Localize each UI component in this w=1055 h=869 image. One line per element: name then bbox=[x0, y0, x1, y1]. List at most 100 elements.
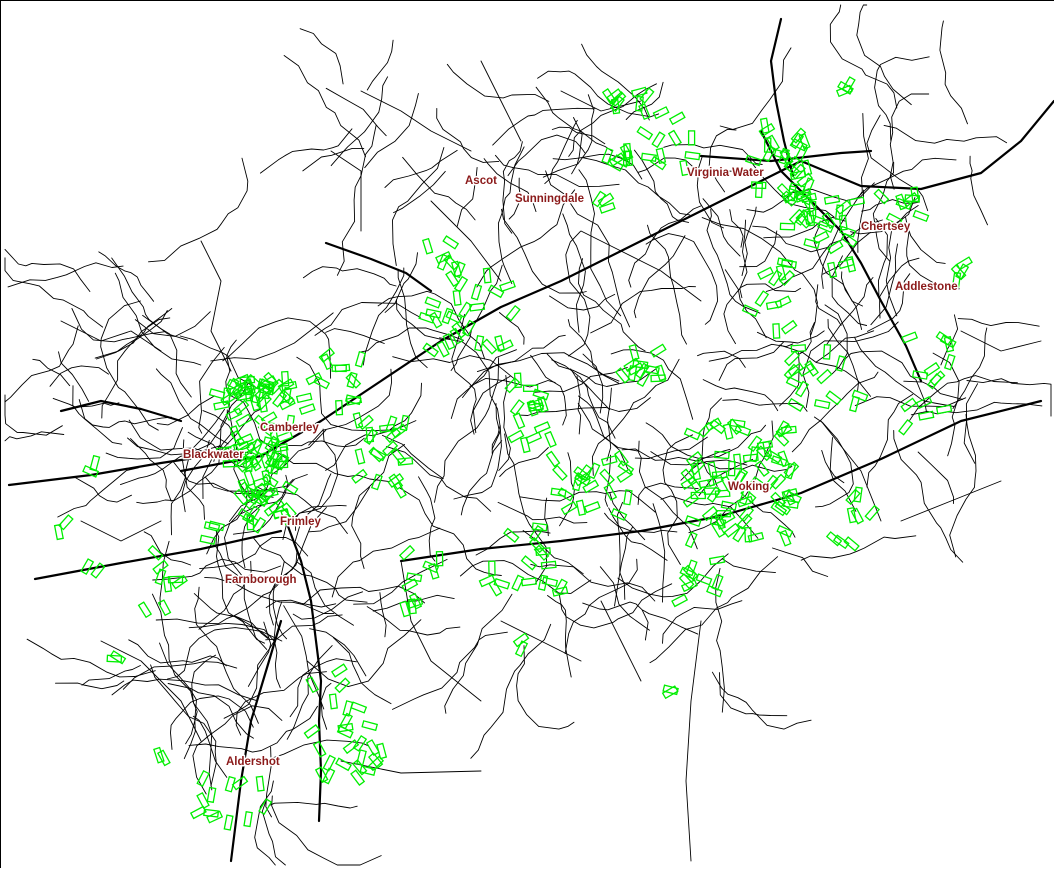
major-road bbox=[7, 455, 203, 487]
observation-marker bbox=[785, 376, 803, 390]
minor-road bbox=[718, 341, 785, 381]
minor-road bbox=[827, 318, 859, 392]
observation-marker bbox=[703, 487, 720, 495]
observation-marker bbox=[109, 650, 127, 665]
observation-marker bbox=[651, 131, 666, 149]
minor-road bbox=[360, 90, 472, 152]
minor-road bbox=[650, 451, 793, 472]
observation-marker bbox=[956, 256, 973, 271]
minor-road bbox=[4, 325, 79, 403]
observation-marker bbox=[926, 373, 943, 390]
observation-marker bbox=[461, 319, 476, 337]
observation-marker bbox=[239, 375, 256, 385]
observation-marker bbox=[407, 598, 417, 615]
minor-road bbox=[549, 293, 616, 311]
minor-road bbox=[265, 746, 272, 818]
major-road bbox=[33, 529, 283, 581]
minor-road bbox=[294, 504, 347, 531]
observation-marker bbox=[481, 338, 498, 355]
minor-road bbox=[662, 434, 694, 565]
observation-marker bbox=[775, 264, 787, 282]
observation-marker bbox=[285, 414, 295, 431]
observation-marker bbox=[352, 411, 364, 429]
minor-road bbox=[604, 454, 611, 507]
observation-marker bbox=[281, 386, 292, 404]
observation-markers bbox=[53, 76, 973, 831]
town-labels: Ascot Sunningdale Virginia Water Chertse… bbox=[182, 166, 960, 770]
minor-road bbox=[701, 217, 818, 336]
observation-marker bbox=[153, 746, 165, 764]
minor-road bbox=[306, 619, 422, 688]
observation-marker bbox=[840, 232, 858, 248]
minor-road bbox=[188, 705, 318, 753]
minor-road bbox=[813, 416, 854, 508]
observation-marker bbox=[478, 574, 496, 588]
observation-marker bbox=[554, 578, 568, 596]
minor-road bbox=[241, 502, 269, 569]
minor-road bbox=[642, 609, 699, 635]
observation-marker bbox=[241, 512, 259, 527]
minor-road bbox=[870, 243, 898, 326]
observation-marker bbox=[939, 334, 957, 349]
minor-road bbox=[366, 39, 394, 91]
minor-road bbox=[866, 114, 929, 212]
minor-road bbox=[547, 595, 572, 678]
minor-road bbox=[724, 269, 767, 339]
minor-road bbox=[224, 474, 308, 578]
observation-marker bbox=[649, 343, 667, 358]
minor-road bbox=[462, 352, 620, 398]
minor-road bbox=[570, 368, 611, 411]
minor-road bbox=[606, 387, 612, 462]
minor-road bbox=[198, 347, 225, 434]
minor-road bbox=[617, 553, 729, 598]
observation-marker bbox=[298, 403, 316, 416]
minor-road bbox=[501, 208, 587, 294]
observation-marker bbox=[943, 335, 955, 353]
minor-road bbox=[519, 490, 656, 513]
minor-road bbox=[314, 302, 421, 336]
minor-road bbox=[647, 224, 687, 345]
observation-marker bbox=[668, 111, 686, 126]
observation-marker bbox=[950, 264, 967, 281]
observation-marker bbox=[422, 342, 439, 358]
observation-marker bbox=[783, 350, 801, 367]
minor-road bbox=[199, 537, 309, 570]
observation-marker bbox=[314, 766, 329, 784]
minor-road bbox=[610, 349, 694, 420]
minor-road bbox=[200, 240, 232, 372]
minor-road bbox=[645, 233, 719, 325]
minor-road bbox=[181, 439, 210, 513]
observation-marker bbox=[591, 190, 607, 208]
minor-road bbox=[105, 427, 183, 460]
minor-road bbox=[297, 561, 354, 626]
observation-marker bbox=[686, 451, 703, 467]
observation-marker bbox=[281, 502, 297, 519]
observation-marker bbox=[754, 290, 770, 307]
observation-marker bbox=[885, 212, 903, 227]
town-label-virginia-water: Virginia Water bbox=[687, 167, 764, 179]
minor-road bbox=[739, 230, 778, 268]
minor-road bbox=[136, 445, 221, 504]
observation-marker bbox=[635, 95, 644, 112]
minor-road bbox=[259, 128, 353, 174]
minor-road bbox=[100, 640, 202, 742]
observation-marker bbox=[336, 725, 354, 739]
minor-road bbox=[829, 437, 845, 484]
minor-road bbox=[418, 476, 436, 562]
observation-marker bbox=[715, 510, 732, 518]
minor-road bbox=[537, 70, 660, 118]
observation-marker bbox=[335, 757, 352, 772]
minor-road bbox=[571, 117, 583, 175]
observation-marker bbox=[720, 475, 735, 493]
minor-road bbox=[151, 593, 198, 745]
minor-road bbox=[439, 337, 501, 454]
minor-road bbox=[320, 682, 332, 730]
observation-marker bbox=[741, 304, 759, 318]
observation-marker bbox=[616, 468, 634, 484]
observation-marker bbox=[795, 192, 813, 206]
observation-marker bbox=[900, 397, 918, 413]
observation-marker bbox=[841, 76, 856, 94]
observation-marker bbox=[845, 256, 857, 273]
